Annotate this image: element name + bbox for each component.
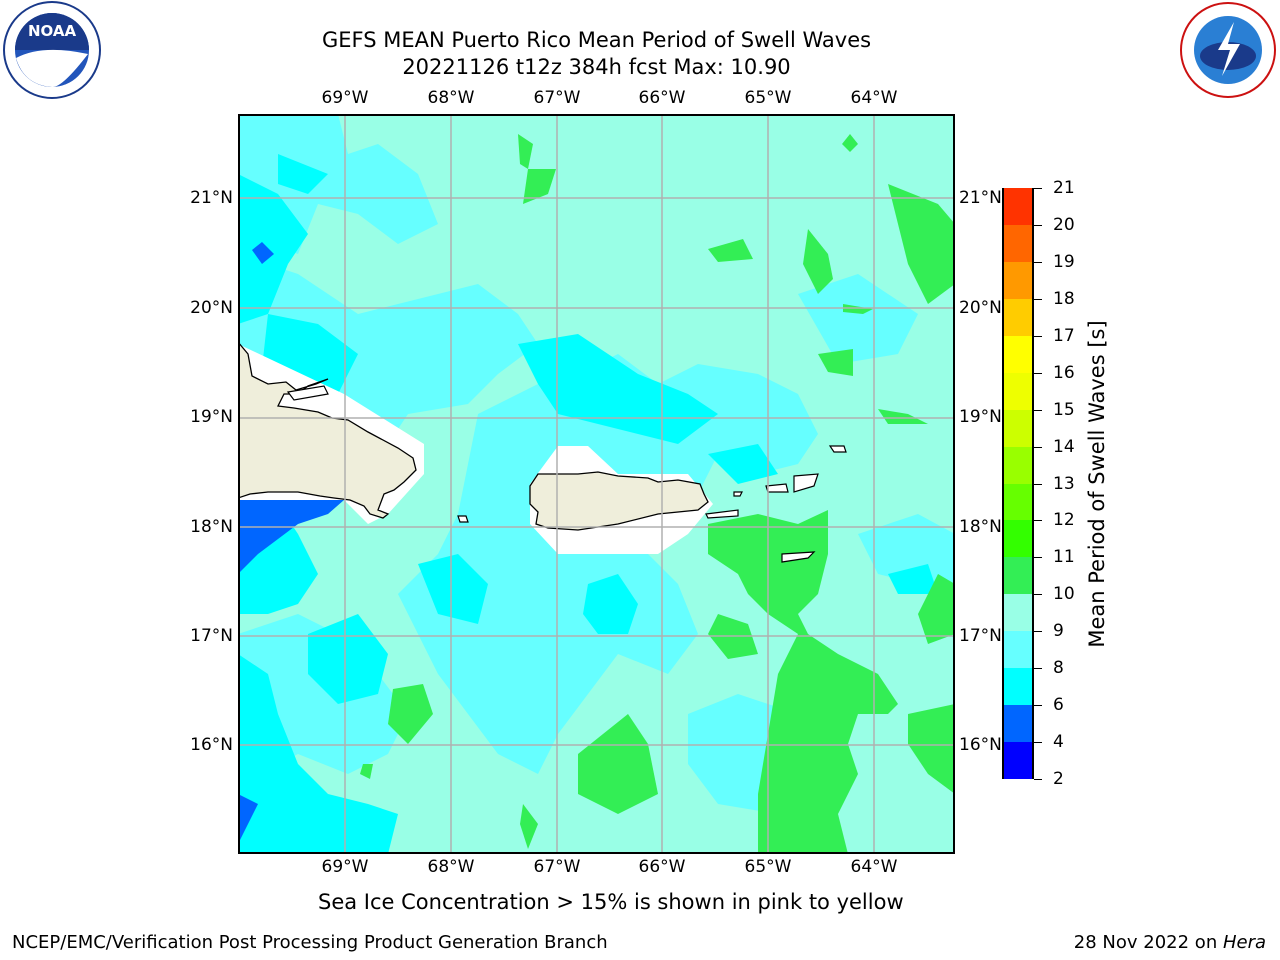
colorbar-tick-mark <box>1034 483 1042 485</box>
svg-text:NOAA: NOAA <box>28 22 77 40</box>
colorbar-tick-mark <box>1034 557 1042 559</box>
colorbar-segment <box>1004 630 1032 669</box>
sea-field-10-11 <box>360 134 955 854</box>
lon-label: 68°W <box>427 88 475 108</box>
lat-label: 18°N <box>959 517 1002 537</box>
colorbar-segment <box>1004 519 1032 558</box>
lat-label: 18°N <box>190 517 233 537</box>
land-puerto-rico <box>529 471 709 531</box>
colorbar-segment <box>1004 372 1032 410</box>
colorbar-tick-label: 10 <box>1053 584 1075 605</box>
swell-period-map <box>237 114 955 854</box>
sea-ice-note: Sea Ice Concentration > 15% is shown in … <box>318 890 904 914</box>
colorbar-segment <box>1004 224 1032 262</box>
colorbar-tick-mark <box>1034 188 1042 189</box>
colorbar-segment <box>1004 261 1032 299</box>
colorbar-tick-label: 11 <box>1053 547 1075 568</box>
colorbar-label: Mean Period of Swell Waves [s] <box>1085 320 1109 648</box>
colorbar-tick-label: 6 <box>1053 695 1064 716</box>
footer-date-text: 28 Nov 2022 on <box>1073 932 1223 953</box>
lat-label: 17°N <box>190 626 233 646</box>
sea-field-4-6 <box>238 242 344 844</box>
lon-label: 69°W <box>321 857 369 877</box>
lon-label: 66°W <box>638 88 686 108</box>
colorbar-segment <box>1004 741 1032 779</box>
colorbar-tick-mark <box>1034 742 1042 744</box>
nws-logo <box>1178 0 1278 100</box>
colorbar-segment <box>1004 298 1032 336</box>
footer-credit: NCEP/EMC/Verification Post Processing Pr… <box>12 932 608 953</box>
colorbar-tick-mark <box>1034 446 1042 448</box>
land-hispaniola <box>237 340 417 519</box>
colorbar-tick-mark <box>1034 779 1042 780</box>
lat-label: 19°N <box>190 407 233 427</box>
colorbar-segment <box>1004 556 1032 595</box>
colorbar-tick-label: 19 <box>1053 251 1075 272</box>
colorbar-tick-label: 9 <box>1053 621 1064 642</box>
colorbar-tick-label: 4 <box>1053 732 1064 753</box>
graticule <box>238 114 955 854</box>
lat-label: 20°N <box>959 298 1002 318</box>
colorbar-segment <box>1004 667 1032 706</box>
lon-label: 67°W <box>533 857 581 877</box>
colorbar-segment <box>1004 593 1032 632</box>
colorbar-tick-mark <box>1034 372 1042 374</box>
colorbar-tick-mark <box>1034 224 1042 226</box>
colorbar-tick-mark <box>1034 520 1042 522</box>
lon-label: 66°W <box>638 857 686 877</box>
colorbar-tick-label: 15 <box>1053 399 1075 420</box>
colorbar-segment <box>1004 335 1032 373</box>
colorbar-tick-label: 12 <box>1053 510 1075 531</box>
colorbar-tick-label: 8 <box>1053 658 1064 679</box>
colorbar-segment <box>1004 409 1032 447</box>
footer-date: 28 Nov 2022 on Hera <box>1074 932 1266 953</box>
colorbar-tick-mark <box>1034 705 1042 707</box>
lon-label: 68°W <box>427 857 475 877</box>
lat-label: 17°N <box>959 626 1002 646</box>
lat-label: 20°N <box>190 298 233 318</box>
map-subtitle: 20221126 t12z 384h fcst Max: 10.90 <box>402 55 791 79</box>
noaa-logo: NOAA <box>2 0 102 100</box>
colorbar-tick-label: 16 <box>1053 362 1075 383</box>
colorbar-segment <box>1004 446 1032 484</box>
colorbar-tick-label: 14 <box>1053 436 1075 457</box>
colorbar-tick-mark <box>1034 594 1042 596</box>
lat-label: 16°N <box>959 735 1002 755</box>
colorbar-tick-label: 20 <box>1053 214 1075 235</box>
map-canvas <box>237 114 955 854</box>
lon-label: 65°W <box>744 857 792 877</box>
lon-label: 64°W <box>850 88 898 108</box>
lat-label: 21°N <box>959 188 1002 208</box>
colorbar-tick-label: 13 <box>1053 473 1075 494</box>
colorbar-tick-mark <box>1034 298 1042 300</box>
colorbar-tick-mark <box>1034 409 1042 411</box>
colorbar-tick-label: 2 <box>1053 769 1064 789</box>
lat-label: 16°N <box>190 735 233 755</box>
lon-label: 64°W <box>850 857 898 877</box>
lon-label: 67°W <box>533 88 581 108</box>
colorbar-segment <box>1004 483 1032 521</box>
colorbar <box>1002 187 1034 779</box>
lon-label: 69°W <box>321 88 369 108</box>
lat-label: 19°N <box>959 407 1002 427</box>
colorbar-segment <box>1004 187 1032 225</box>
lat-label: 21°N <box>190 188 233 208</box>
colorbar-tick-mark <box>1034 631 1042 633</box>
sea-field-6-8 <box>238 154 938 854</box>
colorbar-tick-mark <box>1034 668 1042 670</box>
colorbar-segment <box>1004 704 1032 743</box>
colorbar-tick-label: 18 <box>1053 288 1075 309</box>
colorbar-tick-mark <box>1034 335 1042 337</box>
footer-host: Hera <box>1222 932 1266 953</box>
lon-label: 65°W <box>744 88 792 108</box>
map-frame <box>238 114 955 854</box>
colorbar-tick-mark <box>1034 261 1042 263</box>
map-title: GEFS MEAN Puerto Rico Mean Period of Swe… <box>321 28 872 52</box>
colorbar-tick-label: 21 <box>1053 178 1075 198</box>
colorbar-tick-label: 17 <box>1053 325 1075 346</box>
